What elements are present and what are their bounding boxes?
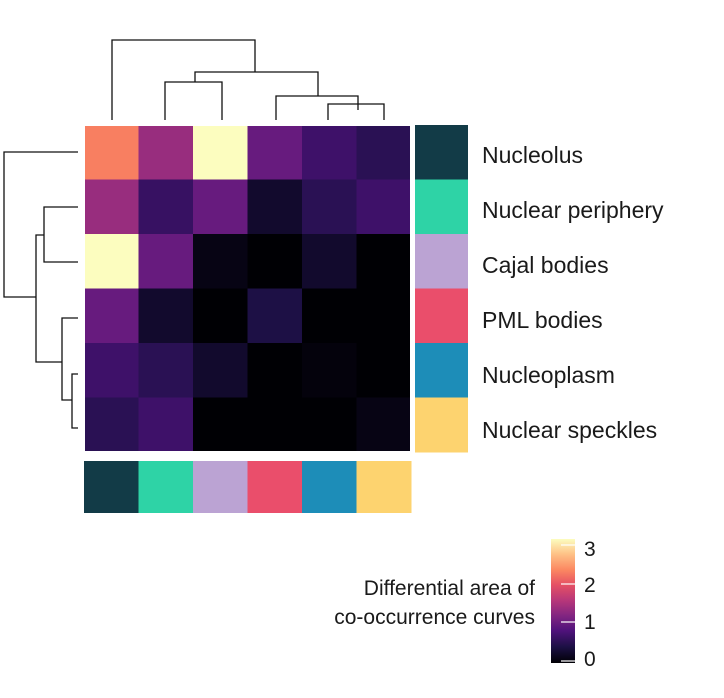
heatmap-cell-r2-c5 xyxy=(356,234,412,289)
colorbar-tick-3: 3 xyxy=(584,538,596,561)
colorbar: 3 2 1 0 Differential area of co-occurren… xyxy=(334,538,595,671)
heatmap-cell-r5-c5 xyxy=(356,397,412,453)
heatmap-cell-r0-c3 xyxy=(247,125,303,180)
column-annotation-0 xyxy=(84,461,139,513)
heatmap-cell-r4-c4 xyxy=(302,343,357,398)
row-label-pml-bodies: PML bodies xyxy=(482,307,603,333)
heatmap-cell-r4-c2 xyxy=(193,343,248,398)
heatmap-cell-r3-c0 xyxy=(84,288,139,344)
heatmap-cell-r4-c0 xyxy=(84,343,139,398)
row-annotation-5 xyxy=(415,397,468,453)
heatmap-cell-r1-c1 xyxy=(138,179,194,235)
column-annotation-5 xyxy=(356,461,412,513)
heatmap-cell-r5-c4 xyxy=(302,397,357,453)
heatmap-cell-r5-c0 xyxy=(84,397,139,453)
heatmap-cell-r0-c0 xyxy=(84,125,139,180)
heatmap-cell-r4-c5 xyxy=(356,343,412,398)
heatmap-cell-r1-c4 xyxy=(302,179,357,235)
heatmap-cell-r4-c1 xyxy=(138,343,194,398)
heatmap-cells xyxy=(83,124,412,453)
heatmap-cell-r1-c5 xyxy=(356,179,412,235)
row-label-cajal-bodies: Cajal bodies xyxy=(482,252,609,278)
heatmap-cell-r0-c4 xyxy=(302,125,357,180)
heatmap-cell-r0-c5 xyxy=(356,125,412,180)
row-label-nucleolus: Nucleolus xyxy=(482,142,583,168)
heatmap-cell-r3-c1 xyxy=(138,288,194,344)
heatmap-cell-r3-c2 xyxy=(193,288,248,344)
heatmap-cell-r5-c2 xyxy=(193,397,248,453)
heatmap-cell-r3-c5 xyxy=(356,288,412,344)
column-annotation-bar xyxy=(84,461,412,513)
column-annotation-3 xyxy=(247,461,303,513)
heatmap-cell-r3-c3 xyxy=(247,288,303,344)
heatmap-cell-r4-c3 xyxy=(247,343,303,398)
column-dendrogram xyxy=(111,39,385,120)
heatmap-cell-r1-c0 xyxy=(84,179,139,235)
heatmap-cell-r5-c1 xyxy=(138,397,194,453)
row-label-nuclear-speckles: Nuclear speckles xyxy=(482,417,657,443)
heatmap-cell-r3-c4 xyxy=(302,288,357,344)
heatmap-cell-r0-c1 xyxy=(138,125,194,180)
row-annotation-1 xyxy=(415,179,468,235)
row-annotation-3 xyxy=(415,288,468,344)
colorbar-tick-2: 2 xyxy=(584,574,596,597)
heatmap-cell-r5-c3 xyxy=(247,397,303,453)
row-annotation-2 xyxy=(415,234,468,289)
column-annotation-2 xyxy=(193,461,248,513)
row-dendrogram xyxy=(3,151,78,429)
row-labels: Nucleolus Nuclear periphery Cajal bodies… xyxy=(482,142,664,443)
heatmap-cell-r2-c1 xyxy=(138,234,194,289)
heatmap-cell-r1-c3 xyxy=(247,179,303,235)
column-annotation-4 xyxy=(302,461,357,513)
row-label-nuclear-periphery: Nuclear periphery xyxy=(482,197,664,223)
colorbar-tick-0: 0 xyxy=(584,648,596,671)
column-annotation-1 xyxy=(138,461,194,513)
colorbar-tick-1: 1 xyxy=(584,611,596,634)
heatmap-cell-r1-c2 xyxy=(193,179,248,235)
heatmap-cell-r2-c2 xyxy=(193,234,248,289)
heatmap-frame xyxy=(83,124,412,453)
row-annotation-0 xyxy=(415,125,468,180)
heatmap-cell-r0-c2 xyxy=(193,125,248,180)
heatmap-cell-r2-c4 xyxy=(302,234,357,289)
colorbar-title-line1: Differential area of xyxy=(364,577,535,600)
row-annotation-bar xyxy=(415,125,468,453)
heatmap-cell-r2-c3 xyxy=(247,234,303,289)
row-label-nucleoplasm: Nucleoplasm xyxy=(482,362,615,388)
row-annotation-4 xyxy=(415,343,468,398)
colorbar-title-line2: co-occurrence curves xyxy=(334,606,535,629)
colorbar-gradient xyxy=(551,539,575,663)
heatmap-cell-r2-c0 xyxy=(84,234,139,289)
